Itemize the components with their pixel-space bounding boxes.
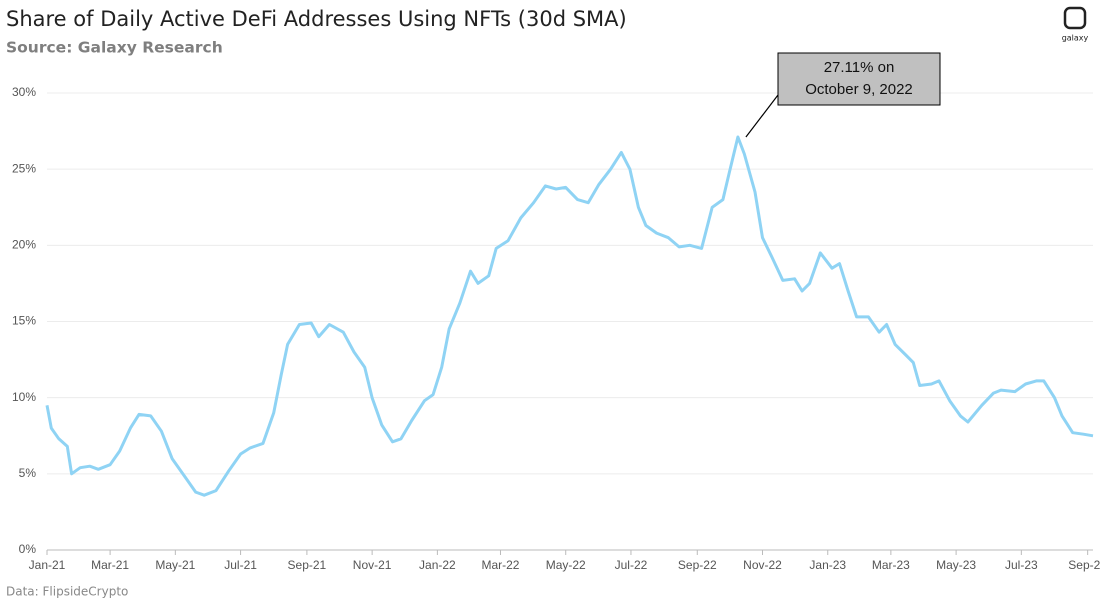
annotation-box <box>777 52 941 106</box>
data-line <box>45 135 1094 497</box>
x-tick-label: May-21 <box>155 558 195 572</box>
logo-text: galaxy <box>1062 34 1089 43</box>
y-tick-label: 0% <box>19 542 37 556</box>
x-tick-label: Mar-22 <box>481 558 519 572</box>
annotation-text: 27.11% on <box>824 59 895 76</box>
x-tick-label: Nov-22 <box>743 558 782 572</box>
x-tick-label: Sep-21 <box>288 558 327 572</box>
logo-icon <box>1063 6 1087 30</box>
y-tick-label: 25% <box>12 161 36 175</box>
footnote: Data: FlipsideCrypto <box>6 585 128 599</box>
y-tick-label: 20% <box>12 238 36 252</box>
x-tick-label: Jul-23 <box>1005 558 1038 572</box>
x-tick-label: Jul-22 <box>615 558 648 572</box>
x-tick-label: Jul-21 <box>224 558 257 572</box>
annotation-text: October 9, 2022 <box>805 81 913 98</box>
x-tick-label: Mar-21 <box>91 558 129 572</box>
annotation-leader <box>745 94 779 138</box>
x-tick-label: Jan-21 <box>29 558 66 572</box>
logo: galaxy <box>1062 6 1089 43</box>
y-tick-label: 10% <box>12 390 36 404</box>
chart-subtitle: Source: Galaxy Research <box>6 39 223 57</box>
x-tick-label: May-22 <box>546 558 586 572</box>
x-tick-label: Jan-22 <box>419 558 456 572</box>
y-tick-label: 30% <box>12 85 36 99</box>
y-tick-label: 15% <box>12 314 36 328</box>
x-tick-label: May-23 <box>936 558 976 572</box>
y-tick-label: 5% <box>19 466 37 480</box>
x-tick-label: Mar-23 <box>872 558 910 572</box>
x-tick-label: Sep-22 <box>678 558 717 572</box>
x-tick-label: Sep-23 <box>1068 558 1100 572</box>
x-tick-label: Nov-21 <box>353 558 392 572</box>
chart-title: Share of Daily Active DeFi Addresses Usi… <box>6 7 627 31</box>
x-tick-label: Jan-23 <box>809 558 846 572</box>
